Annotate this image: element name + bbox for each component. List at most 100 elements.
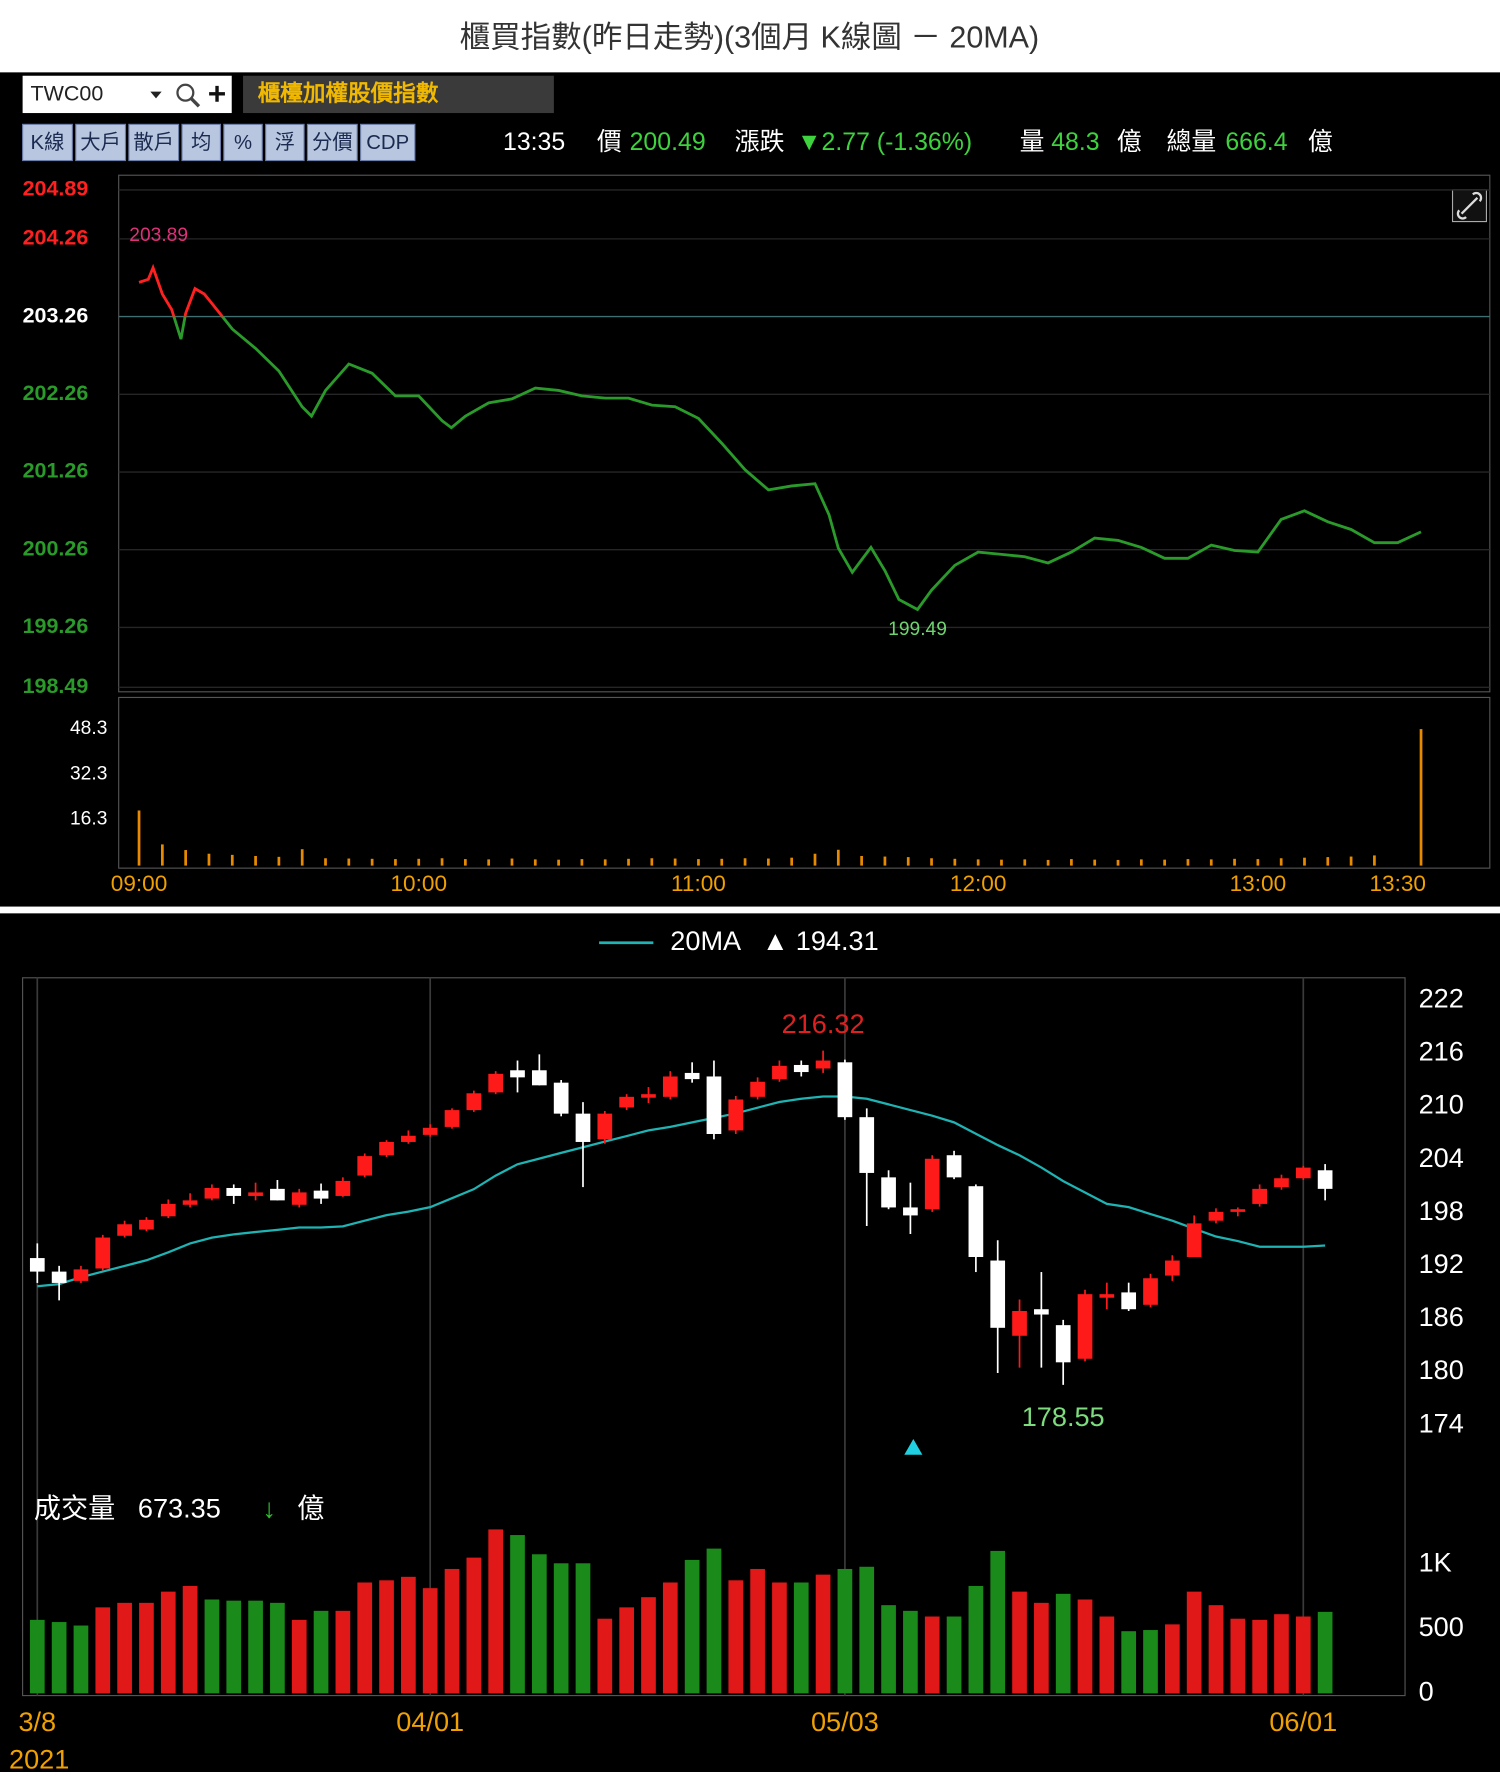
- quote-price-label: 價: [597, 128, 622, 156]
- volume-bar: [440, 858, 444, 866]
- candle-body: [881, 1177, 896, 1208]
- symbol-name: 櫃檯加權股價指數: [258, 80, 439, 106]
- candle-body: [1186, 1223, 1202, 1258]
- quote-total: 666.4: [1225, 128, 1287, 156]
- y-tick-label: 1K: [1419, 1547, 1452, 1578]
- volume-bar: [673, 858, 677, 866]
- candle-body: [575, 1113, 591, 1142]
- toolbar-button-label[interactable]: K線: [31, 131, 65, 154]
- volume-bar: [444, 1568, 460, 1694]
- candle-body: [662, 1076, 678, 1097]
- volume-bar: [1252, 1619, 1267, 1694]
- price-frame: [118, 174, 1491, 693]
- candle-body: [1121, 1292, 1137, 1310]
- volume-bar: [750, 1568, 765, 1694]
- volume-bar: [903, 1610, 918, 1694]
- search-icon[interactable]: [176, 83, 201, 108]
- signal-marker: [904, 1438, 923, 1455]
- volume-bar: [924, 1616, 940, 1694]
- toolbar-button-label[interactable]: CDP: [366, 132, 409, 154]
- candle-body: [1252, 1188, 1267, 1204]
- volume-bar: [1046, 859, 1050, 866]
- volume-bar: [347, 858, 351, 866]
- toolbar-button-label[interactable]: 浮: [275, 131, 295, 154]
- volume-bar: [226, 1600, 242, 1694]
- volume-bar: [291, 1619, 307, 1694]
- max-label: 216.32: [782, 1008, 865, 1039]
- volume-bar: [720, 858, 724, 866]
- volume-bar: [531, 1554, 547, 1694]
- volume-bar: [1230, 1618, 1246, 1694]
- quote-time: 13:35: [503, 128, 565, 156]
- title-bar: [0, 0, 1500, 73]
- toolbar-button[interactable]: [360, 123, 416, 162]
- x-tick-label: 06/01: [1269, 1706, 1337, 1737]
- volume-bar: [837, 1568, 853, 1694]
- volume-bar: [277, 856, 281, 866]
- volume-bar: [417, 858, 421, 866]
- candle-body: [139, 1219, 154, 1230]
- y-tick-label: 48.3: [70, 718, 107, 739]
- x-tick-label: 04/01: [396, 1706, 464, 1737]
- x-tick-label: 10:00: [390, 871, 447, 896]
- candle-body: [1034, 1309, 1049, 1315]
- candle-body: [1143, 1278, 1158, 1305]
- volume-bar: [1209, 859, 1213, 866]
- toolbar-button[interactable]: [181, 123, 221, 162]
- toolbar-button[interactable]: [265, 123, 305, 162]
- toolbar-button[interactable]: [75, 123, 127, 162]
- toolbar-button[interactable]: [223, 123, 263, 162]
- candle-body: [335, 1180, 351, 1196]
- link-icon[interactable]: [1451, 189, 1488, 223]
- volume-bar: [464, 859, 467, 866]
- candle-body: [29, 1258, 45, 1272]
- candle-body: [510, 1070, 525, 1078]
- volume-bar: [29, 1619, 45, 1694]
- candle-body: [401, 1135, 416, 1142]
- candle-body: [641, 1094, 656, 1098]
- page-title: 櫃買指數(昨日走勢)(3個月 K線圖 － 20MA): [460, 21, 1040, 55]
- volume-bar: [1317, 1611, 1333, 1694]
- volume-bar: [650, 858, 654, 866]
- volume-bar: [662, 1582, 678, 1694]
- candle-body: [379, 1141, 394, 1156]
- add-icon[interactable]: [209, 85, 225, 102]
- y-tick-label: 198: [1419, 1195, 1464, 1226]
- toolbar-button[interactable]: [128, 123, 180, 162]
- candle-body: [815, 1060, 831, 1069]
- symbol-input[interactable]: [22, 75, 232, 114]
- volume-bar: [1326, 857, 1330, 866]
- toolbar-button-label[interactable]: 分價: [312, 131, 353, 154]
- toolbar-button[interactable]: [22, 123, 73, 162]
- toolbar-button[interactable]: [306, 123, 358, 162]
- y-tick-label: 204.26: [23, 226, 89, 250]
- candle-body: [226, 1187, 242, 1196]
- candle-body: [619, 1096, 634, 1108]
- toolbar-button-label[interactable]: 散戶: [133, 131, 174, 154]
- volume-bar: [1256, 859, 1260, 866]
- volume-bar: [1295, 1616, 1311, 1694]
- toolbar-button-label[interactable]: 大戶: [80, 131, 121, 154]
- volume-bar: [160, 844, 164, 866]
- volume-bar: [697, 859, 700, 866]
- toolbar-button-label[interactable]: %: [234, 132, 252, 154]
- candle-body: [597, 1113, 613, 1140]
- y-tick-label: 200.26: [23, 536, 89, 560]
- toolbar-button-label[interactable]: 均: [191, 131, 211, 154]
- volume-bar: [394, 859, 397, 866]
- candle-body: [1012, 1310, 1027, 1336]
- quote-volume-label: 量: [1020, 128, 1045, 156]
- volume-bar: [1186, 1591, 1202, 1694]
- volume-bar: [357, 1582, 373, 1694]
- high-label: 203.89: [129, 225, 188, 246]
- quote-volume: 48.3: [1051, 128, 1099, 156]
- candle-body: [95, 1237, 111, 1269]
- volume-bar: [248, 1600, 263, 1694]
- volume-frame: [118, 696, 1491, 869]
- volume-bar: [684, 1559, 700, 1694]
- y-tick-label: 500: [1419, 1611, 1464, 1642]
- dropdown-arrow[interactable]: [150, 91, 162, 99]
- quote-price: 200.49: [630, 128, 706, 156]
- volume-bar: [1419, 729, 1423, 866]
